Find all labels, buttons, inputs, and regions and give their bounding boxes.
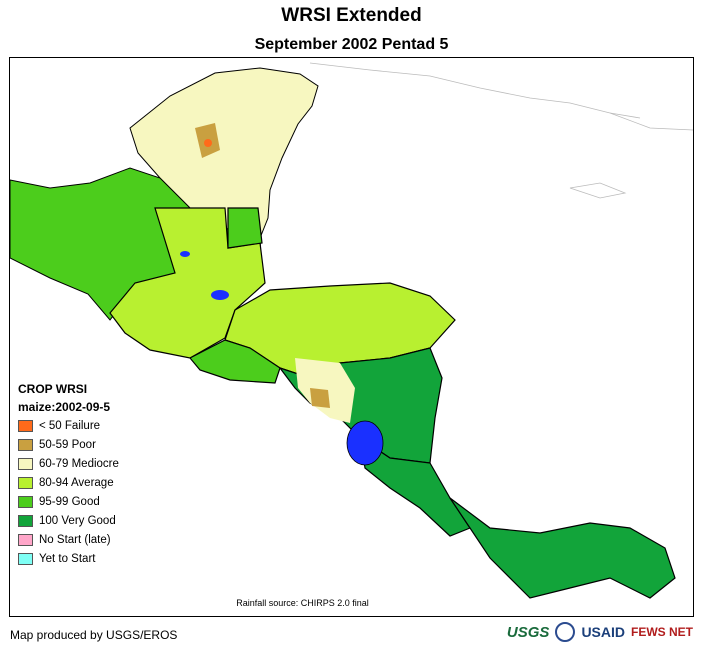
legend-item-mediocre: 60-79 Mediocre <box>18 454 168 473</box>
wrsi-map <box>10 62 693 599</box>
legend-label: Yet to Start <box>39 552 96 565</box>
swatch-yet-to-start <box>18 552 33 565</box>
legend-crop-date: maize:2002-09-5 <box>18 400 111 414</box>
legend-label: 50-59 Poor <box>39 438 96 451</box>
region-costa-rica <box>359 436 471 537</box>
map-legend: CROP WRSI maize:2002-09-5 < 50 Failure 5… <box>18 380 168 568</box>
lake-nicaragua <box>346 420 384 466</box>
legend-item-good: 95-99 Good <box>18 492 168 511</box>
region-el-salvador <box>189 339 281 384</box>
legend-label: 80-94 Average <box>39 476 114 489</box>
fewsnet-logo: FEWS NET <box>631 625 693 639</box>
swatch-poor <box>18 438 33 451</box>
lake-izabal <box>211 290 229 300</box>
island-cuba <box>309 62 641 119</box>
lake-peten <box>180 251 190 257</box>
legend-item-very-good: 100 Very Good <box>18 511 168 530</box>
legend-label: < 50 Failure <box>39 419 101 432</box>
island-jamaica <box>569 182 627 199</box>
legend-label: No Start (late) <box>39 533 111 546</box>
legend-item-average: 80-94 Average <box>18 473 168 492</box>
poor-patch-honduras <box>310 388 330 408</box>
legend-label: 95-99 Good <box>39 495 100 508</box>
swatch-mediocre <box>18 457 33 470</box>
usgs-logo: USGS <box>506 623 550 641</box>
map-subtitle: September 2002 Pentad 5 <box>254 36 449 53</box>
agency-logos: USGS USAID FEWS NET <box>507 622 693 642</box>
island-hispaniola <box>609 112 693 131</box>
region-belize <box>227 207 263 249</box>
legend-item-poor: 50-59 Poor <box>18 435 168 454</box>
legend-label: 60-79 Mediocre <box>39 457 119 470</box>
swatch-very-good <box>18 514 33 527</box>
swatch-no-start <box>18 533 33 546</box>
legend-item-failure: < 50 Failure <box>18 416 168 435</box>
legend-item-yet-to-start: Yet to Start <box>18 549 168 568</box>
rainfall-source-note: Rainfall source: CHIRPS 2.0 final <box>236 598 369 608</box>
legend-item-no-start: No Start (late) <box>18 530 168 549</box>
usaid-logo: USAID <box>581 624 625 640</box>
map-title: WRSI Extended <box>281 5 422 26</box>
usaid-seal-icon <box>555 622 576 642</box>
legend-label: 100 Very Good <box>39 514 116 527</box>
swatch-failure <box>18 419 33 432</box>
swatch-average <box>18 476 33 489</box>
region-panama <box>449 497 676 599</box>
failure-patch <box>204 139 212 147</box>
map-credit: Map produced by USGS/EROS <box>10 628 178 642</box>
map-frame <box>9 57 694 617</box>
swatch-good <box>18 495 33 508</box>
legend-title: CROP WRSI <box>18 382 88 396</box>
legend-items: < 50 Failure 50-59 Poor 60-79 Mediocre 8… <box>18 416 168 568</box>
